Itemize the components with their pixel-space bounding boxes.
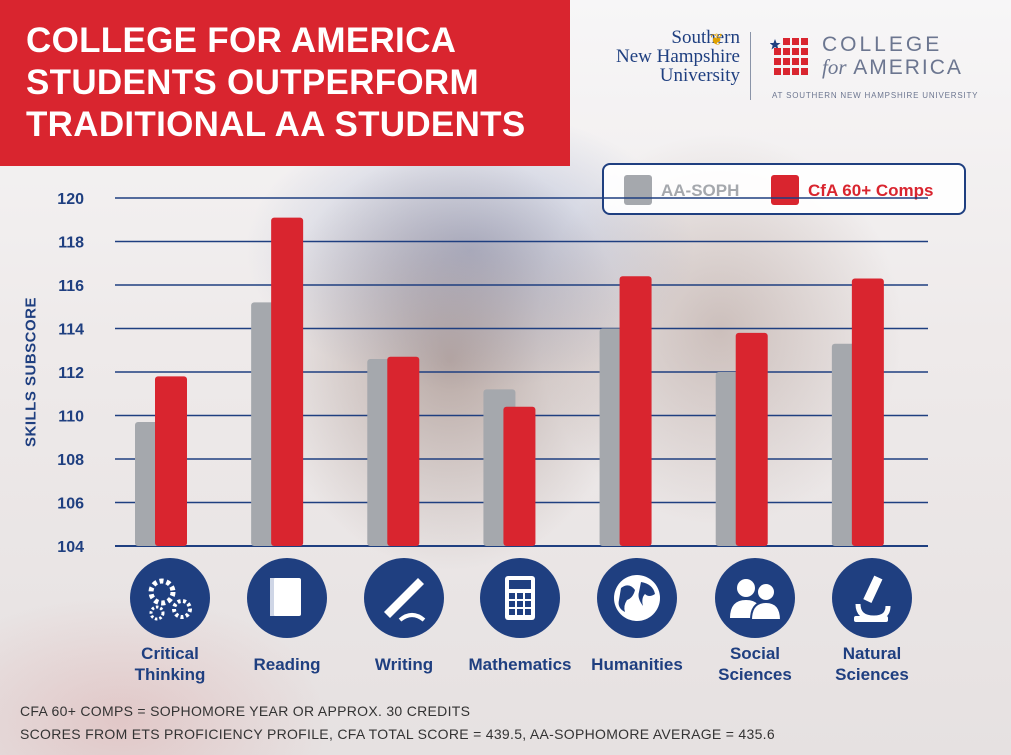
bar-cfa	[271, 217, 304, 546]
book-spine	[270, 578, 274, 616]
chart-title-line-3: TRADITIONAL AA STUDENTS	[26, 105, 526, 144]
snhu-logo-line-1: Southern	[671, 27, 740, 48]
legend-label-aa-soph: AA-SOPH	[661, 181, 740, 200]
y-axis-title-text: SKILLS SUBSCORE	[22, 296, 40, 448]
globe-land-2	[638, 582, 655, 606]
category-label-line: Reading	[253, 655, 321, 674]
calc-key	[517, 601, 523, 607]
category-label-line: Critical	[141, 644, 199, 663]
category-label: Natural Sciences	[812, 643, 932, 685]
person-body-2	[749, 600, 783, 621]
category-label-line: Social	[729, 644, 781, 663]
calculator-icon	[480, 558, 560, 638]
calc-key	[517, 593, 523, 599]
bar-cfa	[851, 278, 884, 546]
chart-title-line-1: COLLEGE FOR AMERICA	[26, 21, 457, 60]
gear-small	[172, 599, 192, 619]
y-tick-label: 112	[58, 365, 84, 382]
cfa-logo-line-1: COLLEGE	[822, 33, 943, 56]
gears-icon	[130, 558, 210, 638]
snhu-logo-line-3: University	[659, 65, 740, 86]
y-tick-label: 114	[58, 322, 84, 339]
category-label-line: Writing	[374, 655, 434, 674]
footnote-2: SCORES FROM ETS PROFICIENCY PROFILE, CFA…	[20, 726, 775, 742]
cfa-logo-line-2: for AMERICA	[822, 56, 963, 79]
globe-icon	[597, 558, 677, 638]
person-head-1	[737, 579, 755, 597]
legend-swatch-cfa	[771, 175, 799, 205]
person-head-2	[756, 582, 776, 602]
cfa-logo-subtitle: AT SOUTHERN NEW HAMPSHIRE UNIVERSITY	[772, 91, 979, 100]
logo-area: Southern New Hampshire University ❦ COLL…	[600, 28, 990, 108]
bar-cfa	[619, 276, 652, 546]
y-tick-label: 116	[58, 278, 84, 295]
category-label-line: Mathematics	[468, 655, 572, 674]
y-tick-label: 118	[58, 235, 84, 252]
pen-body	[384, 578, 424, 618]
legend-label-cfa: CfA 60+ Comps	[808, 181, 934, 200]
calc-key	[525, 593, 531, 599]
category-label-line: Sciences	[835, 665, 909, 684]
gear-large	[148, 578, 176, 606]
microscope-icon	[832, 558, 912, 638]
calc-key	[525, 609, 531, 615]
people-icon	[715, 558, 795, 638]
category-label: Critical Thinking	[110, 643, 230, 685]
logo-divider	[750, 32, 751, 100]
calc-key	[509, 593, 515, 599]
snhu-logo-line-2: New Hampshire	[616, 46, 740, 67]
bar-cfa	[735, 332, 768, 546]
scope-tube	[863, 575, 883, 603]
legend-swatch-aa-soph	[624, 175, 652, 205]
y-tick-label: 110	[58, 409, 84, 426]
bar-cfa	[503, 406, 536, 546]
category-label: Writing	[344, 654, 464, 675]
book-icon	[247, 558, 327, 638]
cfa-logo-text: COLLEGE for AMERICA	[822, 34, 963, 79]
chart-legend: AA-SOPH CfA 60+ Comps	[602, 163, 966, 215]
scope-base	[854, 616, 888, 622]
bar-cfa	[387, 356, 420, 546]
y-tick-label: 108	[57, 452, 84, 469]
category-label: Social Sciences	[695, 643, 815, 685]
category-label: Humanities	[577, 654, 697, 675]
cfa-logo-for: for	[822, 55, 847, 79]
book-cover	[273, 578, 301, 616]
calc-key	[509, 609, 515, 615]
cfa-logo-america: AMERICA	[853, 56, 963, 79]
bar-cfa	[155, 376, 187, 546]
snhu-logo: Southern New Hampshire University	[600, 28, 740, 85]
category-label: Reading	[227, 654, 347, 675]
hand-stroke	[398, 613, 426, 622]
title-banner: COLLEGE FOR AMERICA STUDENTS OUTPERFORM …	[0, 0, 570, 166]
people-icon-circle	[715, 558, 795, 638]
flag-icon	[770, 38, 808, 75]
y-tick-label: 120	[57, 191, 84, 208]
category-label-line: Natural	[842, 644, 902, 663]
calc-screen	[509, 580, 531, 589]
calc-key	[517, 609, 523, 615]
gear-tiny	[149, 605, 165, 621]
pen-writing-icon	[364, 558, 444, 638]
calc-key	[509, 601, 515, 607]
category-label-line: Sciences	[718, 665, 792, 684]
globe-land-1	[618, 585, 635, 612]
category-label-line: Thinking	[134, 665, 206, 684]
calc-key	[525, 601, 531, 607]
y-tick-label: 106	[57, 496, 84, 513]
category-label: Mathematics	[460, 654, 580, 675]
y-tick-label: 104	[57, 539, 84, 556]
leaf-icon: ❦	[710, 32, 724, 49]
chart-title-line-2: STUDENTS OUTPERFORM	[26, 63, 479, 102]
category-label-line: Humanities	[591, 655, 683, 674]
footnote-1: CFA 60+ COMPS = SOPHOMORE YEAR OR APPROX…	[20, 703, 471, 719]
